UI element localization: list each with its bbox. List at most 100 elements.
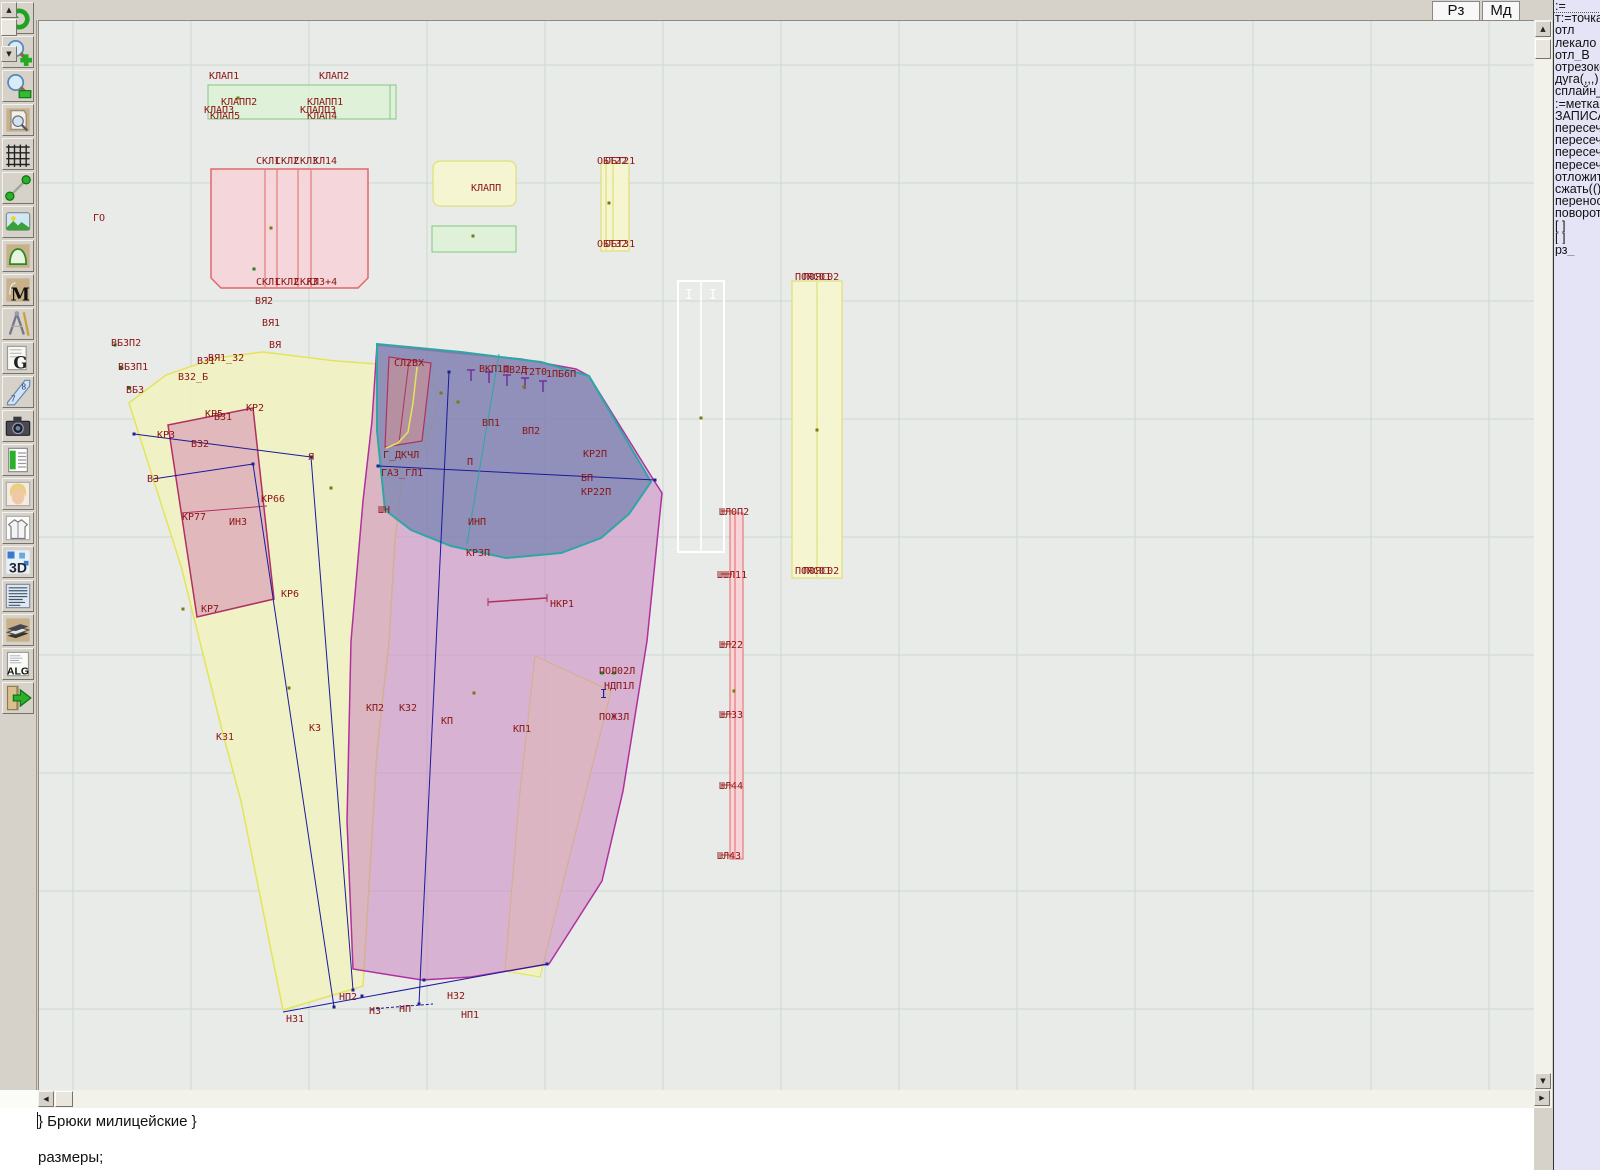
svg-text:СКЛ2: СКЛ2 [275,156,299,167]
exit-button[interactable] [2,682,34,714]
command-item[interactable]: ЗАПИСА [1555,109,1600,123]
svg-text:КР5: КР5 [205,409,223,420]
scroll-down-icon[interactable]: ▼ [1535,1073,1551,1089]
canvas-horizontal-scrollbar[interactable]: ◀ [38,1090,1534,1108]
svg-text:ВЯ: ВЯ [269,340,281,351]
scroll-corner[interactable]: ▶ [1534,1090,1552,1108]
text-list-button[interactable] [2,580,34,612]
zoom-out-button[interactable] [2,70,34,102]
svg-text:ШЛ0П2: ШЛ0П2 [719,507,749,518]
svg-text:НП1: НП1 [461,1010,479,1021]
command-item[interactable]: т:=точка( [1555,12,1600,25]
svg-text:В31: В31 [214,412,232,423]
command-item[interactable]: [ ] [1555,231,1566,245]
command-item[interactable]: :=метка [1555,97,1600,110]
command-item[interactable]: отложит [1555,170,1600,184]
script-line-2: размеры; [38,1149,104,1166]
svg-text:3D: 3D [9,560,27,576]
drafting-compass-button[interactable] [2,308,34,340]
svg-text:ГО: ГО [93,213,105,224]
left-toolbar: M G 7 8 3D ALG [0,0,37,1093]
garment-sketch-button[interactable] [2,512,34,544]
command-item[interactable]: дуга(,,,) [1555,73,1599,86]
grid-button[interactable] [2,138,34,170]
command-item[interactable]: сжать(() [1555,183,1600,196]
script-text-area[interactable]: } Брюки милицейские } размеры; [0,1108,1534,1170]
pattern-m-button[interactable]: M [2,274,34,306]
library-books-button[interactable] [2,614,34,646]
svg-text:СЛ2ВХ: СЛ2ВХ [394,358,424,369]
spreadsheet-button[interactable] [2,444,34,476]
rz-button[interactable]: Рз [1432,1,1480,21]
pattern-piece-button[interactable] [2,240,34,272]
svg-text:I: I [709,288,717,303]
spreadsheet-icon [8,447,28,473]
image-button[interactable] [2,206,34,238]
svg-text:КР22П: КР22П [581,487,611,498]
command-item[interactable]: пересеч [1555,146,1600,159]
command-item[interactable]: рз_ [1555,244,1575,257]
command-item[interactable]: сплайн_ [1555,85,1600,98]
svg-text:ОБТ22: ОБТ22 [597,156,627,167]
command-item[interactable]: отл_В [1555,48,1590,62]
svg-text:Н31: Н31 [286,1014,304,1025]
camera-button[interactable] [2,410,34,442]
command-item[interactable]: [ ] [1555,219,1566,232]
garment-sketch-icon [5,515,31,541]
svg-text:Н3: Н3 [369,1006,381,1017]
text-cursor [37,1112,38,1129]
grading-g-icon: G [6,345,27,372]
canvas-vertical-scrollbar[interactable]: ▲ ▼ [1534,20,1552,1090]
svg-text:В32: В32 [191,439,209,450]
scroll-left-icon[interactable]: ◀ [38,1091,54,1107]
3d-view-button[interactable]: 3D [2,546,34,578]
svg-text:СКЛ1: СКЛ1 [256,156,280,167]
command-item[interactable]: пересеч [1555,122,1600,135]
command-item[interactable]: поворот [1555,207,1600,220]
textarea-vertical-scrollbar[interactable]: ▲ ▼ [0,0,18,62]
library-books-icon [5,618,31,642]
grid-icon [6,144,30,167]
svg-text:I: I [685,288,693,303]
svg-text:8: 8 [22,383,27,392]
svg-text:I: I [600,687,607,701]
alg-document-button[interactable]: ALG [2,648,34,680]
model-photo-button[interactable] [2,478,34,510]
command-item[interactable]: отрезок( [1555,61,1600,74]
svg-text:ГА3_ГЛ1: ГА3_ГЛ1 [381,468,423,479]
scroll-right-icon[interactable]: ▶ [1534,1090,1550,1106]
command-item[interactable]: пересеч [1555,158,1600,171]
svg-text:ОБТ31: ОБТ31 [605,239,635,250]
svg-text:ВП1: ВП1 [482,418,500,429]
svg-text:ПВ2Д: ПВ2Д [503,365,527,376]
pattern-canvas[interactable]: КЛАП1 КЛАП2 КЛАПП2 КЛАПП1 КЛАП3 КЛАП5 КЛАПП3 КЛ… [38,20,1535,1091]
preview-button[interactable] [2,104,34,136]
command-item[interactable]: лекало [1555,36,1597,49]
svg-text:Г_ДКЧЛ: Г_ДКЧЛ [383,450,419,461]
svg-text:ШЛ33: ШЛ33 [719,710,743,721]
scroll-up-icon[interactable]: ▲ [1535,21,1551,37]
command-item[interactable]: перенос [1555,195,1600,208]
command-item[interactable]: пересеч [1555,134,1600,147]
command-item[interactable]: := [1554,0,1600,14]
vscroll-thumb[interactable] [1535,39,1551,59]
hscroll-thumb[interactable] [55,1091,73,1107]
svg-text:КР77: КР77 [182,512,206,523]
model-photo-icon [5,481,31,507]
command-item[interactable]: отл [1555,24,1575,37]
md-button[interactable]: Мд [1482,1,1520,21]
preview-icon [6,108,30,132]
measure-button[interactable] [2,172,34,204]
svg-text:КЛАПП: КЛАПП [471,183,501,194]
top-bar: Рз Мд [36,0,1553,21]
image-icon [5,212,31,231]
svg-text:НКР1: НКР1 [550,599,574,610]
text-vscroll-thumb[interactable] [1,19,17,36]
svg-text:ПОЛ02Л: ПОЛ02Л [599,666,635,677]
text-scroll-down-icon[interactable]: ▼ [1,46,17,62]
text-scroll-up-icon[interactable]: ▲ [1,2,17,18]
grading-g-button[interactable]: G [2,342,34,374]
svg-text:ВЯ1_32: ВЯ1_32 [208,353,244,364]
svg-text:КП: КП [441,716,453,727]
